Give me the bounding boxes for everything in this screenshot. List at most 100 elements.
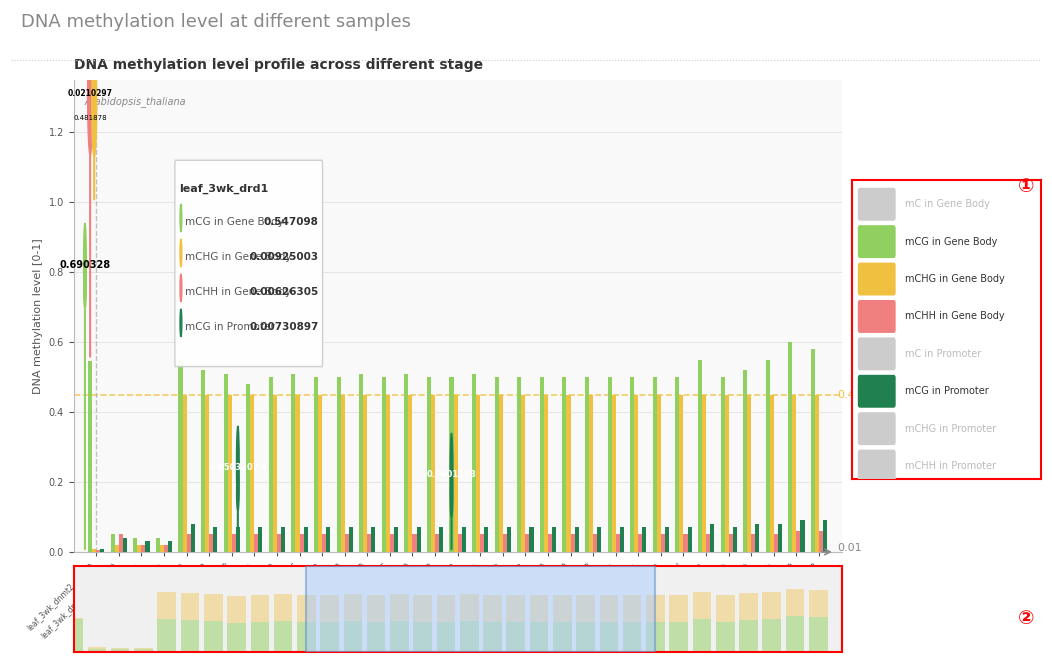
- Text: mCHH in Gene Body: mCHH in Gene Body: [185, 287, 291, 297]
- Bar: [437, 622, 456, 652]
- Bar: [716, 622, 734, 652]
- Circle shape: [180, 204, 182, 232]
- Bar: [566, 394, 570, 552]
- Bar: [135, 649, 153, 652]
- Bar: [598, 527, 602, 552]
- Bar: [214, 527, 218, 552]
- Bar: [255, 535, 259, 552]
- Bar: [227, 623, 246, 652]
- Text: 0.547098: 0.547098: [264, 217, 319, 227]
- Text: ①: ①: [1017, 177, 1034, 196]
- Bar: [706, 535, 710, 552]
- Text: mCHH in Promoter: mCHH in Promoter: [905, 461, 996, 471]
- Bar: [692, 618, 711, 652]
- Bar: [623, 622, 642, 652]
- Text: mCHG in Promoter: mCHG in Promoter: [905, 424, 996, 434]
- Bar: [181, 593, 199, 620]
- Bar: [453, 394, 458, 552]
- Bar: [661, 535, 665, 552]
- Bar: [530, 595, 548, 622]
- Bar: [88, 360, 93, 552]
- Bar: [119, 535, 123, 552]
- FancyBboxPatch shape: [857, 337, 895, 370]
- Bar: [115, 545, 119, 552]
- Circle shape: [84, 271, 86, 309]
- Text: DNA methylation level at different samples: DNA methylation level at different sampl…: [21, 13, 411, 31]
- Bar: [135, 648, 153, 649]
- Text: Arabidopsis_thaliana: Arabidopsis_thaliana: [85, 96, 186, 107]
- Bar: [205, 394, 209, 552]
- Bar: [740, 593, 757, 620]
- Text: mC in Gene Body: mC in Gene Body: [905, 200, 990, 209]
- Bar: [529, 527, 533, 552]
- Bar: [344, 621, 362, 652]
- Bar: [669, 595, 688, 622]
- FancyBboxPatch shape: [857, 450, 895, 483]
- Bar: [472, 374, 477, 552]
- Bar: [204, 621, 223, 652]
- Bar: [326, 527, 330, 552]
- Bar: [367, 535, 371, 552]
- Bar: [460, 621, 479, 652]
- Bar: [634, 394, 639, 552]
- Bar: [231, 535, 236, 552]
- Text: mCG in Gene Body: mCG in Gene Body: [185, 217, 284, 227]
- Bar: [792, 394, 796, 552]
- Bar: [499, 394, 503, 552]
- Bar: [525, 535, 529, 552]
- Bar: [747, 394, 751, 552]
- Bar: [600, 595, 619, 622]
- Bar: [367, 622, 385, 652]
- Bar: [100, 549, 104, 552]
- Ellipse shape: [83, 223, 86, 300]
- Bar: [408, 394, 412, 552]
- Bar: [600, 622, 619, 652]
- Bar: [786, 616, 805, 652]
- Bar: [733, 527, 736, 552]
- Bar: [656, 394, 661, 552]
- Bar: [449, 377, 453, 552]
- Bar: [743, 370, 747, 552]
- Bar: [740, 620, 757, 652]
- Bar: [371, 527, 376, 552]
- Bar: [460, 594, 479, 621]
- Bar: [156, 538, 160, 552]
- Bar: [313, 377, 318, 552]
- Bar: [518, 377, 522, 552]
- FancyBboxPatch shape: [857, 225, 895, 258]
- Bar: [585, 377, 589, 552]
- Bar: [304, 527, 307, 552]
- Bar: [503, 535, 507, 552]
- Bar: [484, 527, 488, 552]
- Circle shape: [450, 480, 452, 519]
- Bar: [272, 394, 277, 552]
- Bar: [320, 622, 339, 652]
- Bar: [110, 648, 129, 649]
- Bar: [204, 594, 223, 621]
- Bar: [96, 550, 100, 552]
- Bar: [404, 374, 408, 552]
- Text: mCG in Promoter: mCG in Promoter: [185, 322, 275, 332]
- Bar: [297, 595, 316, 622]
- Bar: [796, 531, 801, 552]
- Bar: [646, 622, 665, 652]
- Bar: [181, 620, 199, 652]
- Bar: [320, 595, 339, 622]
- Text: mCG in Promoter: mCG in Promoter: [905, 386, 989, 396]
- Bar: [801, 521, 805, 552]
- Text: 0.0210297: 0.0210297: [67, 89, 113, 98]
- Bar: [574, 527, 579, 552]
- Bar: [291, 374, 296, 552]
- Bar: [630, 377, 634, 552]
- Bar: [300, 535, 304, 552]
- Bar: [413, 595, 432, 622]
- Text: 0.0503207 4: 0.0503207 4: [208, 464, 267, 472]
- Bar: [393, 527, 398, 552]
- Bar: [462, 527, 466, 552]
- Bar: [751, 535, 755, 552]
- Bar: [277, 535, 281, 552]
- Bar: [548, 535, 552, 552]
- Bar: [570, 535, 574, 552]
- Bar: [179, 360, 182, 552]
- Bar: [296, 394, 300, 552]
